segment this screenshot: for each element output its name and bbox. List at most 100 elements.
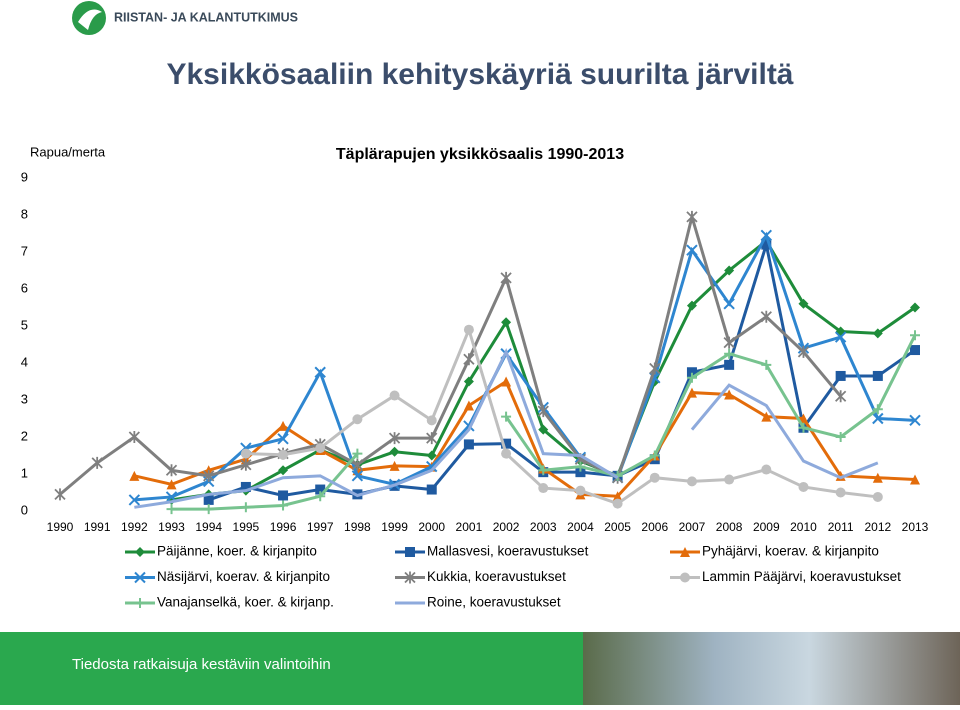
x-tick-label: 2005 <box>604 520 631 534</box>
legend-marker <box>135 547 145 557</box>
y-tick-label: 3 <box>21 391 28 406</box>
marker <box>686 367 697 378</box>
legend-marker <box>680 547 690 557</box>
marker <box>649 472 660 483</box>
marker <box>910 345 920 356</box>
marker <box>351 470 364 482</box>
series <box>240 324 883 509</box>
marker <box>761 239 772 250</box>
x-tick-label: 2011 <box>828 520 854 534</box>
legend-marker <box>680 572 690 583</box>
marker <box>278 500 289 511</box>
marker <box>129 470 140 481</box>
marker <box>760 310 772 323</box>
marker <box>463 439 474 450</box>
marker <box>760 229 773 242</box>
series-line <box>59 211 842 496</box>
x-tick-label: 2002 <box>493 520 520 534</box>
marker <box>649 450 660 461</box>
marker <box>612 498 623 509</box>
y-tick-label: 5 <box>21 317 28 332</box>
marker <box>315 443 326 454</box>
x-tick-label: 2004 <box>567 520 594 534</box>
marker <box>426 415 437 426</box>
marker <box>240 481 251 492</box>
marker <box>724 359 735 370</box>
marker <box>203 504 214 515</box>
marker <box>203 494 214 505</box>
y-tick-label: 0 <box>21 502 28 517</box>
y-tick-label: 8 <box>21 206 28 221</box>
y-axis-label: Rapua/merta <box>30 144 106 159</box>
legend-label: Päijänne, koer. & kirjanpito <box>157 544 317 559</box>
marker <box>240 448 251 459</box>
marker <box>612 491 623 502</box>
y-tick-label: 2 <box>21 428 28 443</box>
x-tick-label: 2012 <box>864 520 891 534</box>
marker <box>463 324 474 335</box>
marker <box>278 490 289 501</box>
marker <box>277 433 289 445</box>
marker <box>686 244 698 256</box>
marker <box>463 376 474 387</box>
marker <box>501 448 512 459</box>
marker <box>910 474 920 485</box>
marker <box>798 298 809 309</box>
marker <box>426 484 437 495</box>
marker <box>352 448 363 459</box>
marker <box>872 491 883 502</box>
x-tick-label: 1992 <box>121 520 148 534</box>
marker <box>686 387 697 398</box>
x-tick-label: 1996 <box>270 520 297 534</box>
marker <box>834 331 847 343</box>
marker <box>203 469 215 482</box>
y-tick-label: 4 <box>21 354 28 369</box>
marker <box>389 460 400 471</box>
marker <box>389 446 400 457</box>
y-tick-label: 1 <box>21 465 28 480</box>
marker <box>649 362 661 375</box>
marker <box>909 414 921 427</box>
marker <box>351 458 364 471</box>
marker <box>798 481 809 492</box>
marker <box>128 431 140 443</box>
marker <box>761 359 772 370</box>
marker <box>835 370 846 381</box>
marker <box>315 484 326 495</box>
marker <box>537 405 549 418</box>
marker <box>724 474 735 485</box>
series <box>128 229 921 506</box>
x-tick-label: 1991 <box>84 520 111 534</box>
marker <box>426 460 438 473</box>
x-tick-label: 2013 <box>902 520 929 534</box>
legend-marker <box>404 571 416 584</box>
legend-label: Roine, koeravustukset <box>427 595 561 610</box>
marker <box>426 432 438 445</box>
series-line <box>171 334 917 511</box>
marker <box>724 348 735 359</box>
marker <box>575 485 586 496</box>
chart-title: Täplärapujen yksikkösaalis 1990-2013 <box>336 146 624 163</box>
marker <box>240 458 252 471</box>
marker <box>501 411 512 422</box>
legend-label: Vanajanselkä, koer. & kirjanp. <box>157 595 334 610</box>
marker <box>835 390 847 403</box>
legend-label: Lammin Pääjärvi, koeravustukset <box>702 569 901 584</box>
marker <box>724 265 735 276</box>
x-tick-label: 1999 <box>381 520 408 534</box>
marker <box>761 464 772 475</box>
marker <box>388 432 401 445</box>
marker <box>872 370 883 381</box>
x-tick-label: 2009 <box>753 520 780 534</box>
x-tick-label: 2000 <box>418 520 445 534</box>
x-tick-label: 2006 <box>641 520 668 534</box>
x-tick-label: 1990 <box>47 520 74 534</box>
x-tick-label: 2010 <box>790 520 817 534</box>
legend-marker <box>405 547 415 557</box>
marker <box>501 438 512 449</box>
x-tick-label: 2001 <box>456 520 483 534</box>
series-line <box>134 231 916 502</box>
marker <box>686 300 697 311</box>
marker <box>463 353 475 366</box>
